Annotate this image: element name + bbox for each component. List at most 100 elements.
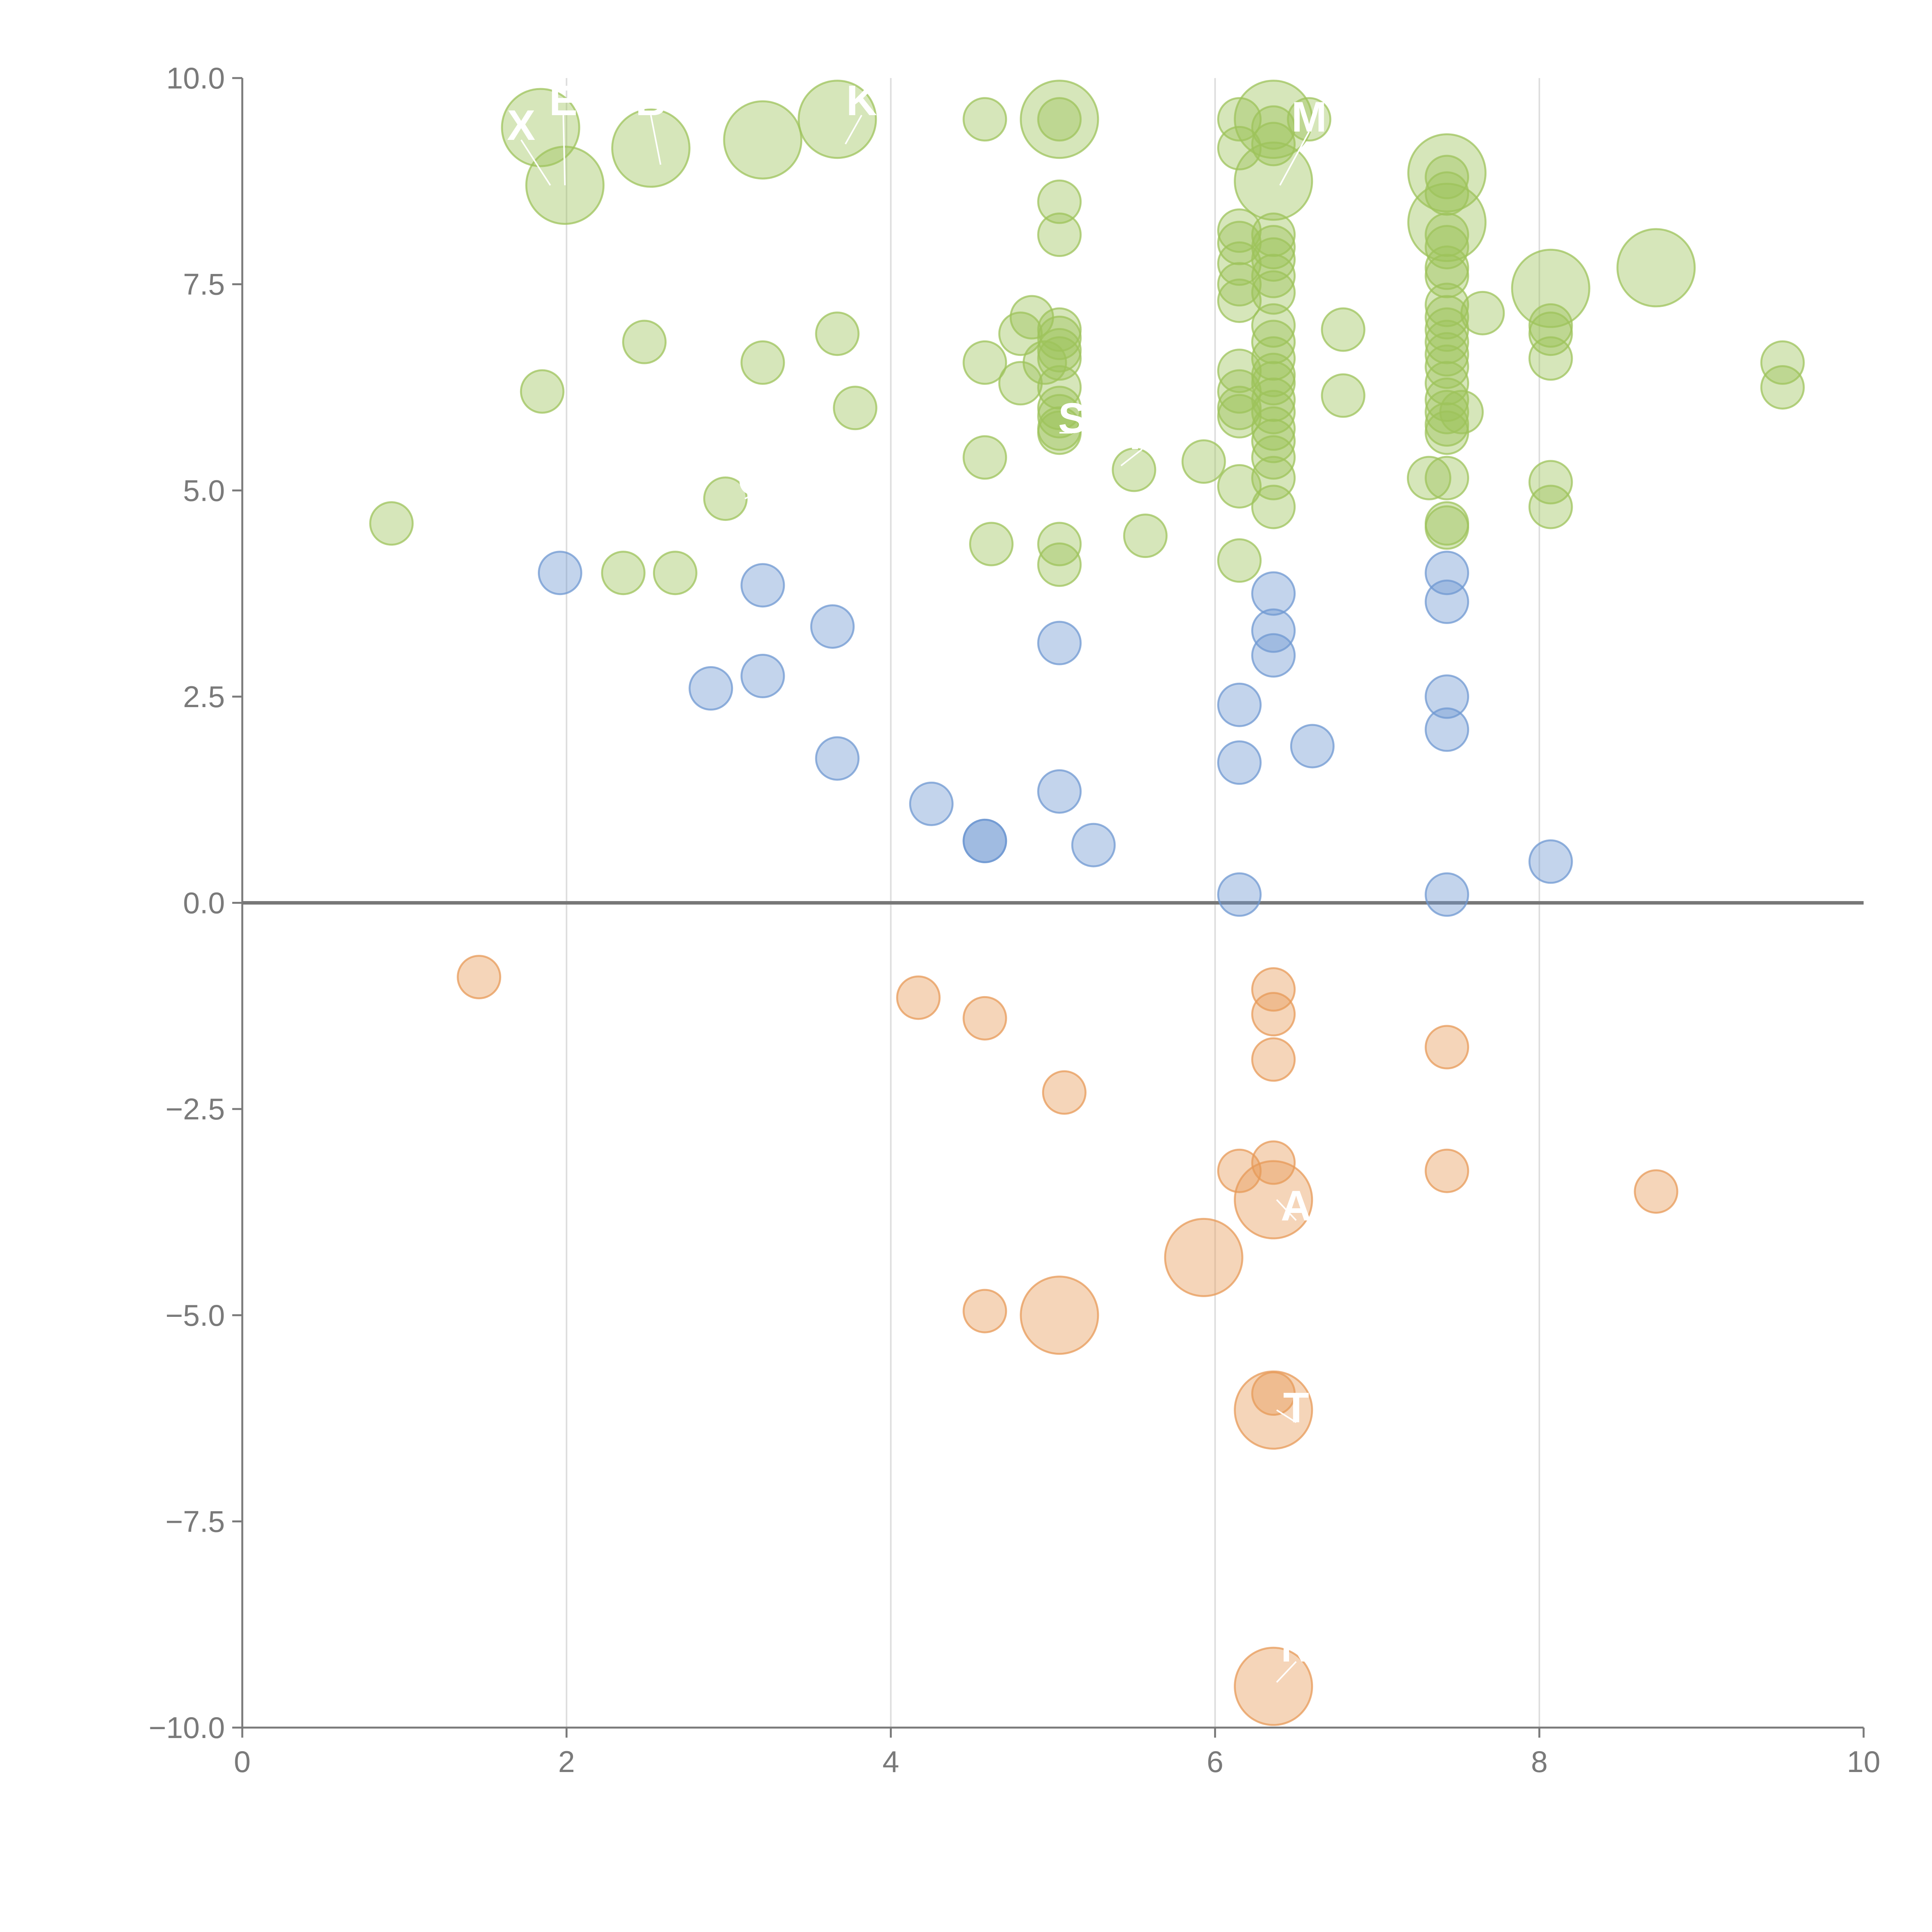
- data-bubble: [963, 340, 1007, 385]
- data-bubble: [1425, 282, 1469, 327]
- x-tick-label: 6: [1207, 1745, 1223, 1779]
- data-bubble: [1251, 320, 1296, 364]
- data-bubble: [1425, 320, 1469, 364]
- data-bubble: [998, 311, 1043, 356]
- y-tick-label: −5.0: [165, 1298, 225, 1332]
- data-bubble: [1042, 1070, 1087, 1115]
- data-bubble: [1425, 1148, 1469, 1193]
- point-label: M: [1291, 94, 1327, 141]
- data-bubble: [1439, 389, 1484, 434]
- data-bubble: [1020, 1276, 1099, 1355]
- data-bubble: [1425, 155, 1469, 199]
- point-label: X: [507, 102, 535, 149]
- data-bubble: [1616, 228, 1696, 308]
- point-label: E: [549, 77, 577, 124]
- data-bubble: [1425, 674, 1469, 719]
- point-label: S: [1058, 395, 1087, 442]
- data-bubble: [1020, 80, 1099, 159]
- data-bubble: [1425, 707, 1469, 752]
- data-bubble: [1217, 278, 1262, 323]
- data-bubble: [1251, 213, 1296, 257]
- data-bubble: [909, 781, 954, 826]
- data-bubble: [1037, 97, 1082, 142]
- data-bubble: [1217, 369, 1262, 414]
- x-tick-label: 8: [1531, 1745, 1548, 1779]
- data-bubble: [1251, 485, 1296, 529]
- data-bubble: [1760, 365, 1805, 410]
- data-bubble: [1234, 1370, 1313, 1450]
- data-bubble: [815, 736, 860, 781]
- data-bubble: [1217, 872, 1262, 917]
- data-bubble: [1760, 340, 1805, 385]
- data-bubble: [1425, 295, 1469, 340]
- data-bubble: [1251, 1140, 1296, 1185]
- data-bubble: [1112, 447, 1156, 492]
- data-bubble: [611, 108, 690, 188]
- data-bubble: [1217, 262, 1262, 307]
- data-bubble: [740, 340, 785, 385]
- y-tick-label: 0.0: [183, 886, 225, 920]
- data-bubble: [1009, 295, 1054, 340]
- data-bubble: [520, 369, 565, 414]
- point-label: C: [738, 456, 768, 504]
- data-bubble: [1037, 542, 1082, 587]
- data-bubble: [1251, 1037, 1296, 1082]
- data-bubble: [1251, 122, 1296, 167]
- data-bubble: [896, 975, 941, 1020]
- data-bubble: [1037, 179, 1082, 224]
- data-bubble: [1037, 394, 1082, 439]
- point-label: A: [1281, 1182, 1311, 1230]
- data-bubble: [1251, 105, 1296, 150]
- data-bubble: [1511, 248, 1590, 328]
- data-bubble: [1425, 344, 1469, 389]
- data-bubble: [1234, 1160, 1313, 1240]
- y-tick-label: 10.0: [166, 61, 225, 95]
- data-bubble: [1528, 485, 1573, 529]
- data-bubble: [703, 476, 748, 521]
- data-bubble: [963, 97, 1007, 142]
- data-bubble: [1528, 336, 1573, 381]
- data-bubble: [1217, 1148, 1262, 1193]
- data-bubble: [1425, 579, 1469, 624]
- data-bubble: [1425, 213, 1469, 257]
- data-bubble: [1425, 456, 1469, 500]
- data-bubble: [1251, 633, 1296, 678]
- label-leader-line: [650, 115, 662, 165]
- data-bubble: [537, 551, 582, 595]
- data-bubble: [1634, 1169, 1679, 1214]
- data-bubble: [1290, 724, 1335, 769]
- label-leader-line: [1276, 1409, 1297, 1423]
- y-tick-label: −7.5: [165, 1504, 225, 1538]
- data-bubble: [963, 1289, 1007, 1333]
- data-bubble: [1217, 682, 1262, 727]
- data-bubble: [1234, 1646, 1313, 1726]
- data-bubble: [798, 80, 877, 159]
- x-tick-label: 10: [1847, 1745, 1881, 1779]
- data-bubble: [653, 551, 697, 595]
- data-bubble: [969, 522, 1014, 566]
- data-bubble: [740, 563, 785, 608]
- data-bubble: [1181, 439, 1226, 484]
- data-bubble: [1251, 418, 1296, 463]
- label-leader-line: [1276, 1661, 1297, 1683]
- data-bubble: [1425, 1025, 1469, 1070]
- data-bubble: [998, 361, 1043, 406]
- data-bubble: [457, 955, 502, 1000]
- data-bubble: [1164, 1218, 1243, 1297]
- data-bubble: [1251, 253, 1296, 298]
- y-tick-label: 5.0: [183, 473, 225, 507]
- data-bubble: [1123, 514, 1168, 558]
- data-bubble: [1251, 237, 1296, 282]
- data-bubble: [1528, 839, 1573, 884]
- label-leader-line: [845, 115, 862, 145]
- data-bubble: [369, 501, 414, 546]
- data-bubble: [1425, 377, 1469, 422]
- data-bubble: [1406, 456, 1451, 500]
- label-leader-line: [1279, 131, 1310, 186]
- data-bubble: [1425, 872, 1469, 917]
- data-bubble: [601, 551, 646, 595]
- data-bubble: [622, 320, 667, 364]
- data-bubble: [1251, 303, 1296, 348]
- data-bubble: [1460, 291, 1505, 335]
